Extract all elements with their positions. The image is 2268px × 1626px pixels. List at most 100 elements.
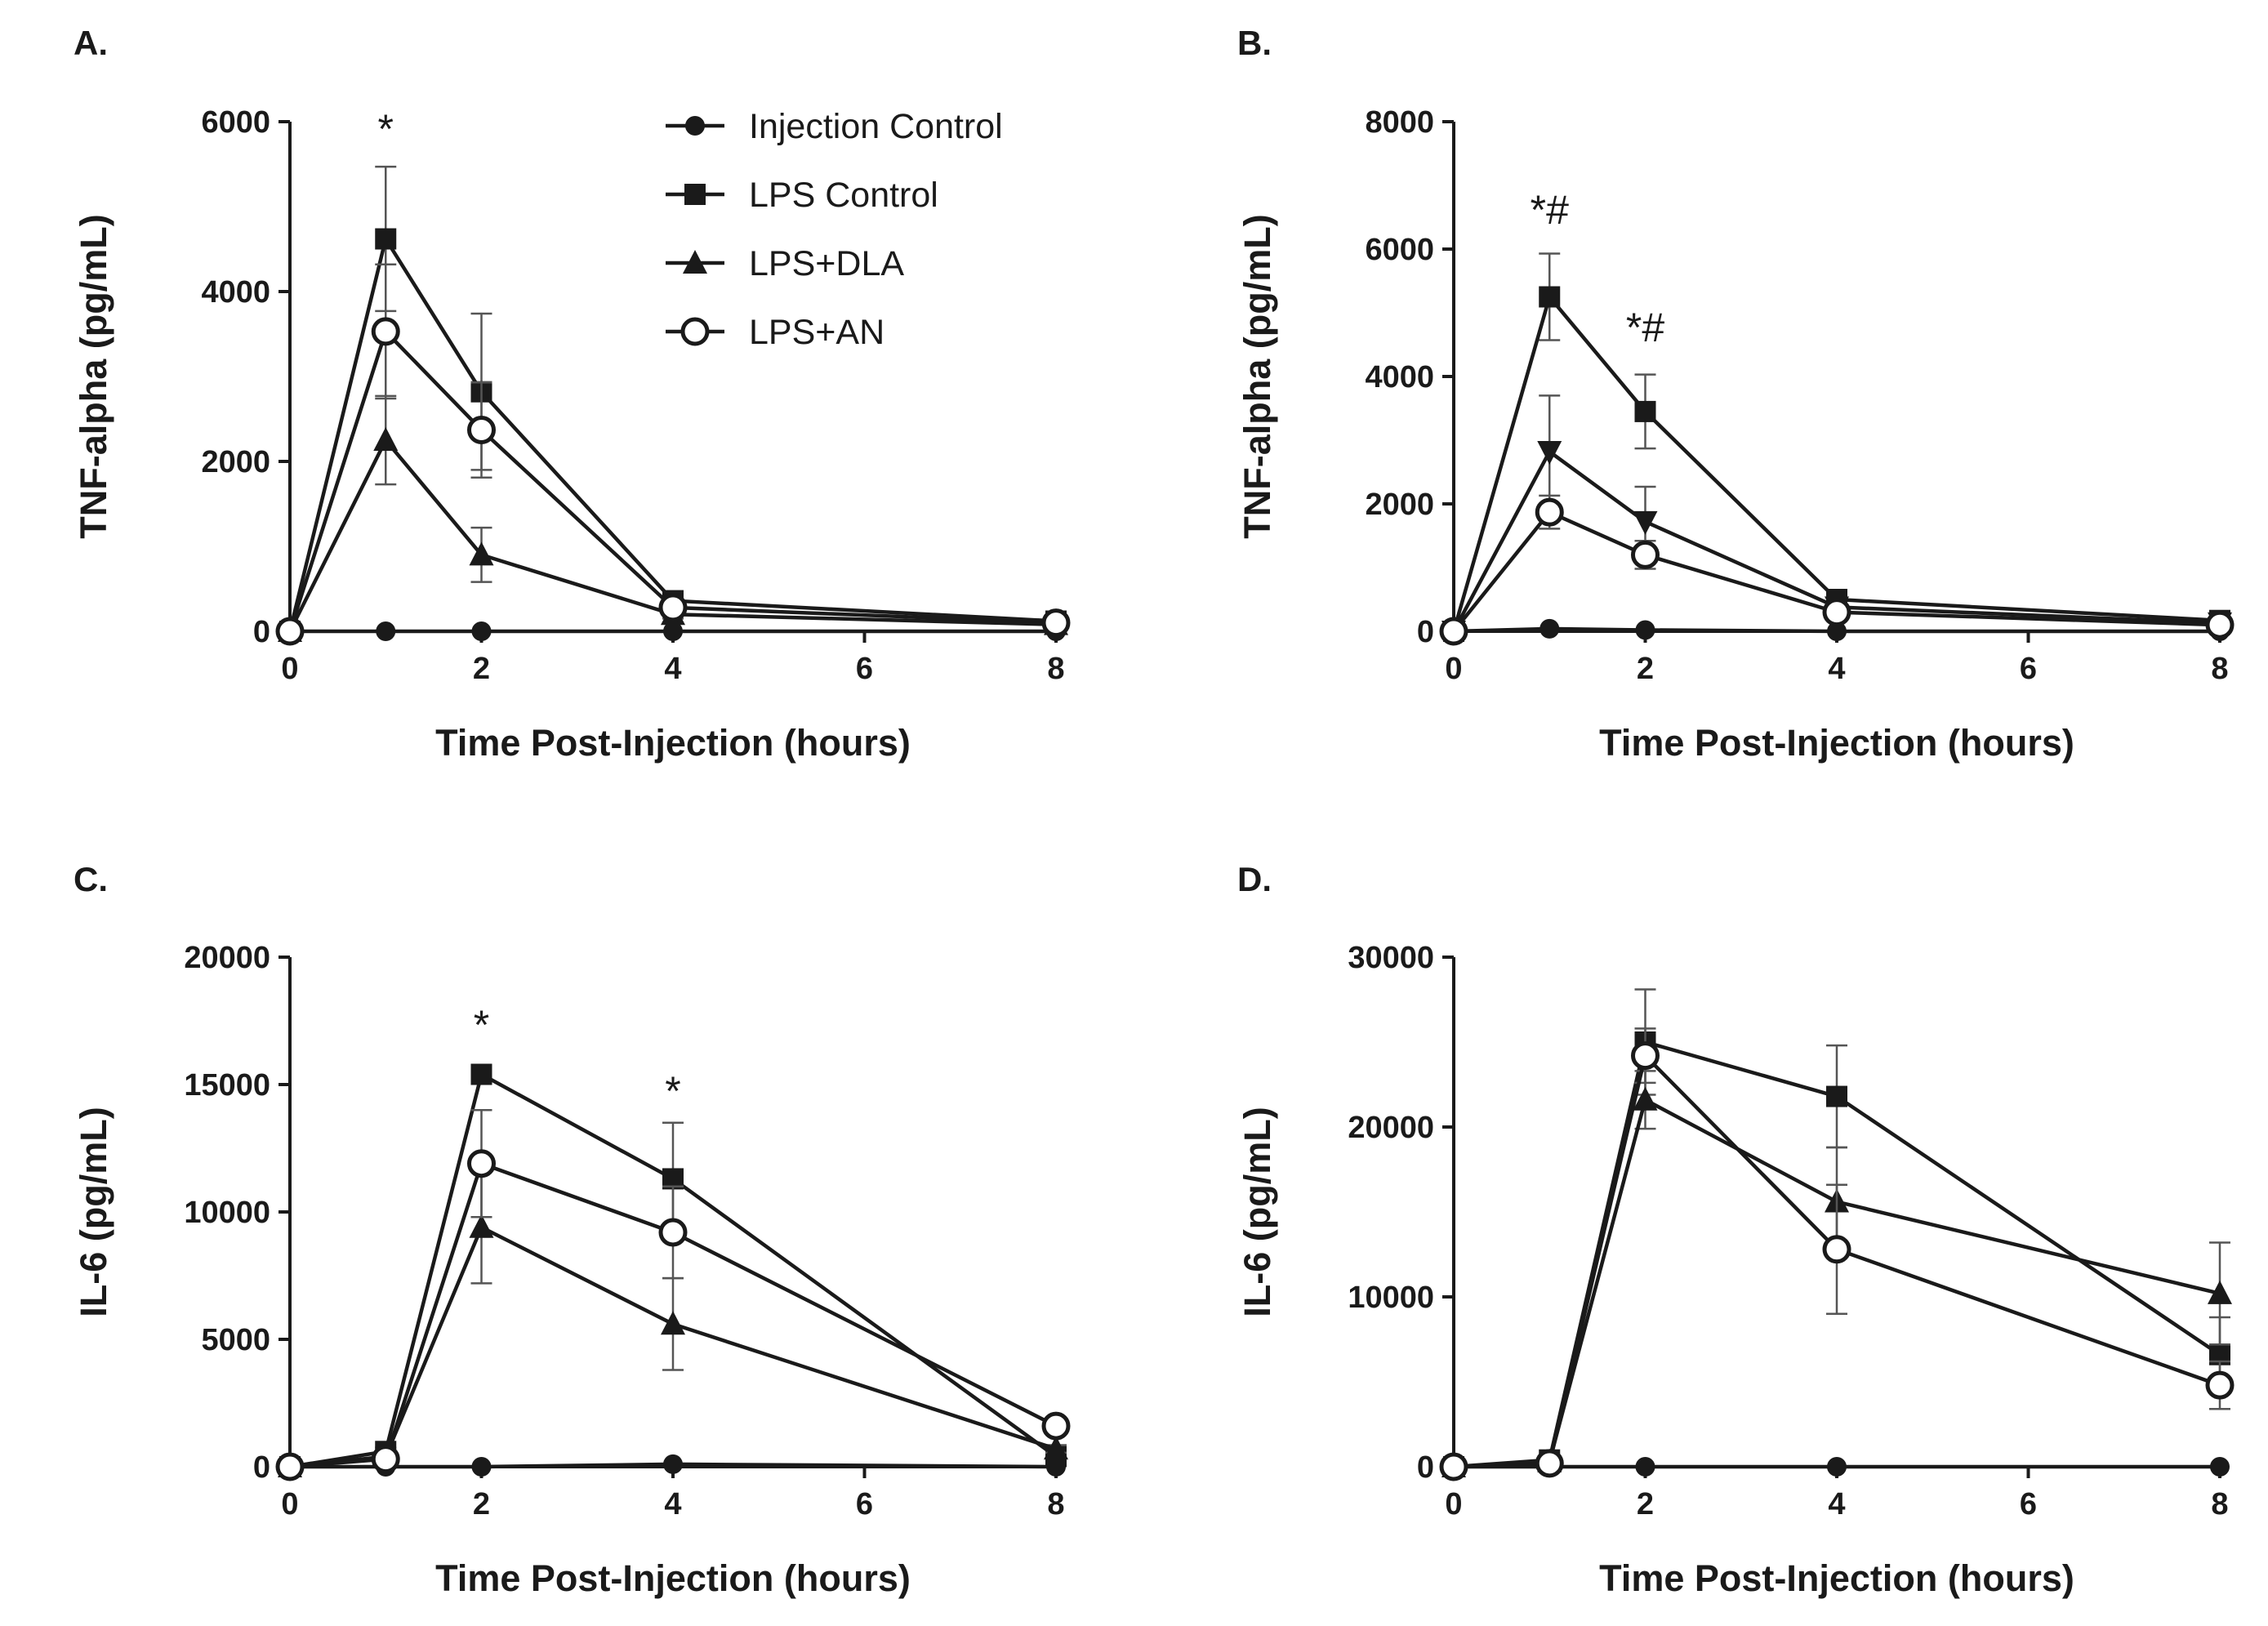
data-point [1633,510,1658,535]
legend-marker [685,116,705,136]
series-lps-control [279,165,1067,642]
significance-annotation: * [474,1002,489,1048]
y-tick-label: 20000 [1348,1111,1434,1145]
x-tick-label: 8 [1047,1487,1064,1521]
legend-label: LPS+AN [749,313,884,352]
data-point [1539,286,1561,308]
y-tick-label: 2000 [1365,488,1434,522]
legend-marker [680,317,710,346]
legend-label: Injection Control [749,107,1003,146]
x-tick-label: 8 [2211,1487,2228,1521]
legend-label: LPS+DLA [749,244,904,283]
data-point [1535,497,1564,527]
x-tick-label: 0 [1445,1487,1462,1521]
data-point [467,1149,496,1178]
significance-annotation: *# [1531,187,1569,233]
series-lps-an [275,1108,1071,1481]
legend: Injection Control LPS Control LPS+DLA LPS+A… [666,107,1003,352]
y-tick-label: 10000 [184,1196,270,1230]
x-axis-title: Time Post-Injection (hours) [1599,1557,2074,1599]
x-tick-label: 0 [281,652,298,686]
panel-b: B. 0 2 4 6 8 0 2000 4000 6000 8000 Time Post-Inject… [1236,24,2235,764]
x-tick-label: 4 [1828,1487,1845,1521]
y-tick-label: 2000 [201,445,270,479]
x-tick-label: 4 [664,652,681,686]
data-point [1539,618,1560,639]
data-point [2205,610,2235,639]
legend-item-lps-dla: LPS+DLA [666,244,904,283]
data-point [470,1063,492,1085]
data-point [1822,1235,1851,1264]
significance-annotation: * [378,106,394,152]
x-tick-label: 4 [664,1487,681,1521]
data-point [371,317,400,346]
data-point [2210,1457,2230,1477]
data-point [1439,617,1468,646]
y-tick-label: 10000 [1348,1281,1434,1315]
panel-c: C. 0 2 4 6 8 0 5000 10000 15000 20000 Time Post-Inj… [73,860,1071,1599]
data-point [1826,1085,1847,1107]
data-point [1537,441,1562,466]
data-point [375,228,397,250]
x-tick-label: 6 [856,1487,873,1521]
x-tick-label: 0 [1445,652,1462,686]
data-point [1439,1452,1468,1481]
data-point [275,617,305,646]
series-lps-an [275,263,1071,646]
panel-d: D. 0 2 4 6 8 0 10000 20000 30000 Time Post-Injecti… [1236,860,2235,1599]
y-axis-title: IL-6 (pg/mL) [73,1107,114,1316]
y-tick-label: 6000 [1365,233,1434,267]
x-tick-label: 4 [1828,652,1845,686]
data-point [1041,1411,1071,1441]
y-tick-label: 0 [253,1450,270,1485]
legend-marker [683,250,707,274]
panel-label-b: B. [1237,24,1272,62]
legend-item-lps-an: LPS+AN [666,313,884,352]
x-tick-label: 8 [2211,652,2228,686]
data-point [376,621,396,641]
data-point [658,593,688,622]
series-line [287,329,1057,632]
x-axis-title: Time Post-Injection (hours) [435,722,911,764]
y-tick-label: 0 [1417,615,1434,649]
y-tick-label: 0 [1417,1450,1434,1485]
series-lps-an [1439,494,2235,646]
data-point [373,427,399,451]
y-axis-title: TNF-alpha (pg/mL) [73,214,114,538]
x-axis-title: Time Post-Injection (hours) [1599,722,2074,764]
x-tick-label: 2 [1637,1487,1654,1521]
series-lps-control [1443,252,2230,642]
x-axis-title: Time Post-Injection (hours) [435,1557,911,1599]
data-point [1044,1436,1068,1460]
x-tick-label: 8 [1047,652,1064,686]
data-point [663,1454,683,1474]
data-point [1635,620,1655,640]
data-point [661,1311,685,1335]
panel-label-a: A. [74,24,108,62]
series-line [287,237,1057,632]
x-tick-label: 2 [1637,652,1654,686]
legend-item-lps-control: LPS Control [666,176,938,215]
series-lps-an [1439,1027,2235,1481]
data-point [467,416,496,445]
x-tick-label: 0 [281,1487,298,1521]
data-point [469,1214,494,1238]
x-tick-label: 2 [473,652,490,686]
panel-a: A. 0 2 4 6 8 0 2000 4000 6000 Time Post-Injection … [73,24,1071,764]
y-tick-label: 4000 [201,275,270,310]
data-point [2205,1370,2235,1400]
data-point [1634,400,1656,422]
data-point [469,541,494,566]
x-tick-label: 6 [856,652,873,686]
y-tick-label: 5000 [201,1323,270,1357]
data-point [1633,1086,1658,1111]
data-point [1827,621,1847,641]
data-point [371,1445,400,1474]
y-tick-label: 8000 [1365,105,1434,140]
x-tick-label: 6 [2020,652,2037,686]
data-point [1631,540,1660,569]
data-point [1631,1041,1660,1071]
data-point [1535,1449,1564,1478]
y-tick-label: 4000 [1365,360,1434,394]
